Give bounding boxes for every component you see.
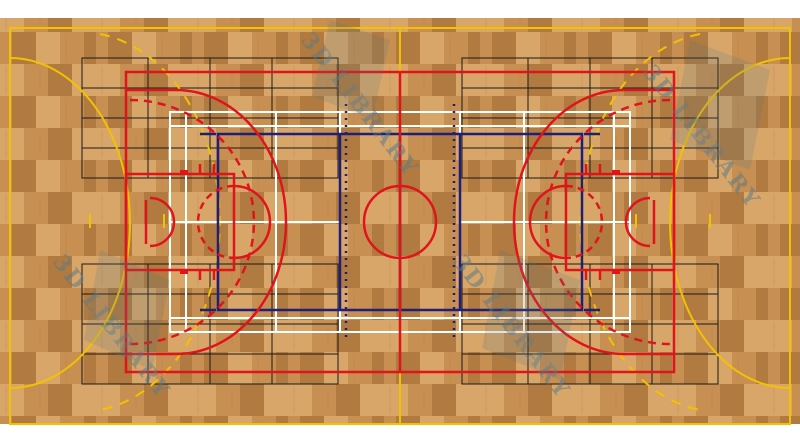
basketball-lines [124, 70, 676, 374]
watermark-logo [84, 20, 770, 380]
